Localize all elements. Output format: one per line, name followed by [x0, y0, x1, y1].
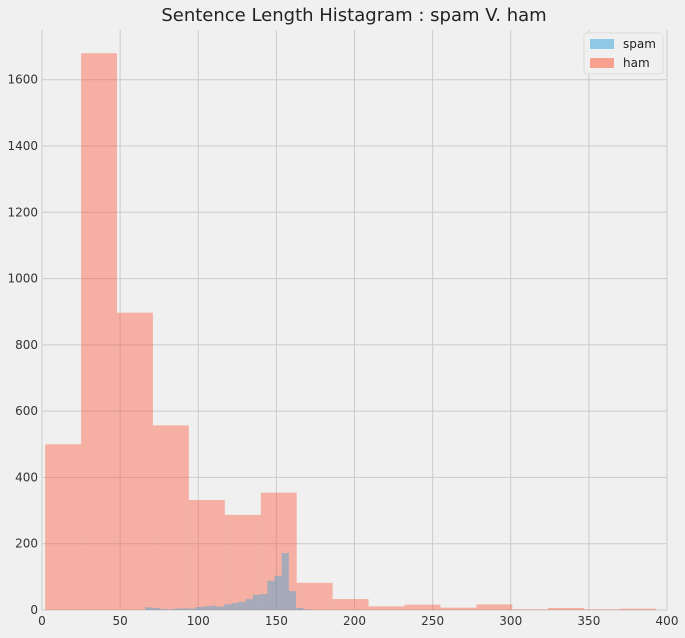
spam-bar: [252, 594, 261, 610]
y-tick-label: 0: [30, 603, 38, 617]
ham-bar: [45, 444, 82, 610]
x-tick-labels: 0 50 100 150 200 250 300 350 400: [38, 614, 678, 628]
spam-bar: [202, 606, 210, 610]
y-tick-label: 1400: [7, 139, 38, 153]
x-tick-label: 150: [265, 614, 288, 628]
ham-bar: [188, 499, 225, 610]
ham-bar: [440, 607, 477, 610]
spam-bar: [267, 580, 275, 610]
y-tick-label: 800: [15, 338, 38, 352]
spam-bar: [296, 608, 304, 610]
ham-bars: [45, 53, 657, 610]
spam-bar: [166, 609, 174, 610]
spam-bar: [188, 608, 196, 610]
ham-bar: [117, 312, 153, 610]
spam-bar: [209, 605, 217, 610]
ham-legend-label: ham: [623, 56, 650, 70]
ham-bar: [260, 492, 297, 610]
spam-bar: [159, 609, 167, 610]
spam-bar: [231, 603, 239, 610]
y-tick-label: 1600: [7, 73, 38, 87]
spam-legend-label: spam: [623, 37, 656, 51]
x-tick-label: 250: [421, 614, 444, 628]
spam-bar: [274, 575, 282, 610]
spam-bar: [303, 609, 311, 610]
spam-bar: [245, 599, 253, 610]
x-tick-label: 300: [499, 614, 522, 628]
spam-legend-swatch: [590, 39, 614, 49]
x-tick-label: 100: [187, 614, 210, 628]
ham-bar: [404, 604, 441, 610]
ham-bar: [332, 599, 369, 610]
ham-bar: [296, 582, 333, 610]
ham-bar: [368, 606, 405, 610]
y-tick-label: 600: [15, 404, 38, 418]
spam-bar: [281, 552, 289, 610]
x-tick-label: 400: [656, 614, 679, 628]
spam-bar: [238, 601, 246, 610]
ham-bar: [620, 608, 657, 610]
spam-bars: [145, 552, 311, 610]
ham-bar: [512, 609, 549, 610]
ham-legend-swatch: [590, 58, 614, 68]
y-tick-label: 400: [15, 470, 38, 484]
ham-bar: [224, 514, 261, 610]
spam-bar: [181, 608, 189, 610]
chart-title: Sentence Length Histagram : spam V. ham: [161, 5, 546, 26]
x-tick-label: 0: [38, 614, 46, 628]
spam-bar: [217, 606, 225, 610]
x-tick-label: 200: [343, 614, 366, 628]
y-tick-labels: 0 200 400 600 800 1000 1200 1400 1600: [7, 73, 38, 617]
y-tick-label: 1000: [7, 272, 38, 286]
ham-bar: [548, 608, 585, 610]
spam-bar: [260, 594, 268, 610]
spam-bar: [195, 607, 203, 610]
grid-lines: [41, 30, 668, 611]
spam-bar: [173, 608, 182, 610]
ham-bar: [476, 604, 513, 610]
spam-bar: [152, 608, 160, 610]
y-tick-label: 200: [15, 537, 38, 551]
x-tick-label: 350: [577, 614, 600, 628]
y-tick-label: 1200: [7, 205, 38, 219]
x-tick-label: 50: [112, 614, 127, 628]
legend: spam ham: [583, 32, 664, 75]
spam-bar: [288, 591, 297, 610]
ham-bar: [584, 609, 621, 610]
ham-bar: [81, 53, 117, 610]
spam-bar: [224, 604, 232, 610]
ham-bar: [152, 425, 189, 610]
spam-bar: [145, 607, 153, 610]
